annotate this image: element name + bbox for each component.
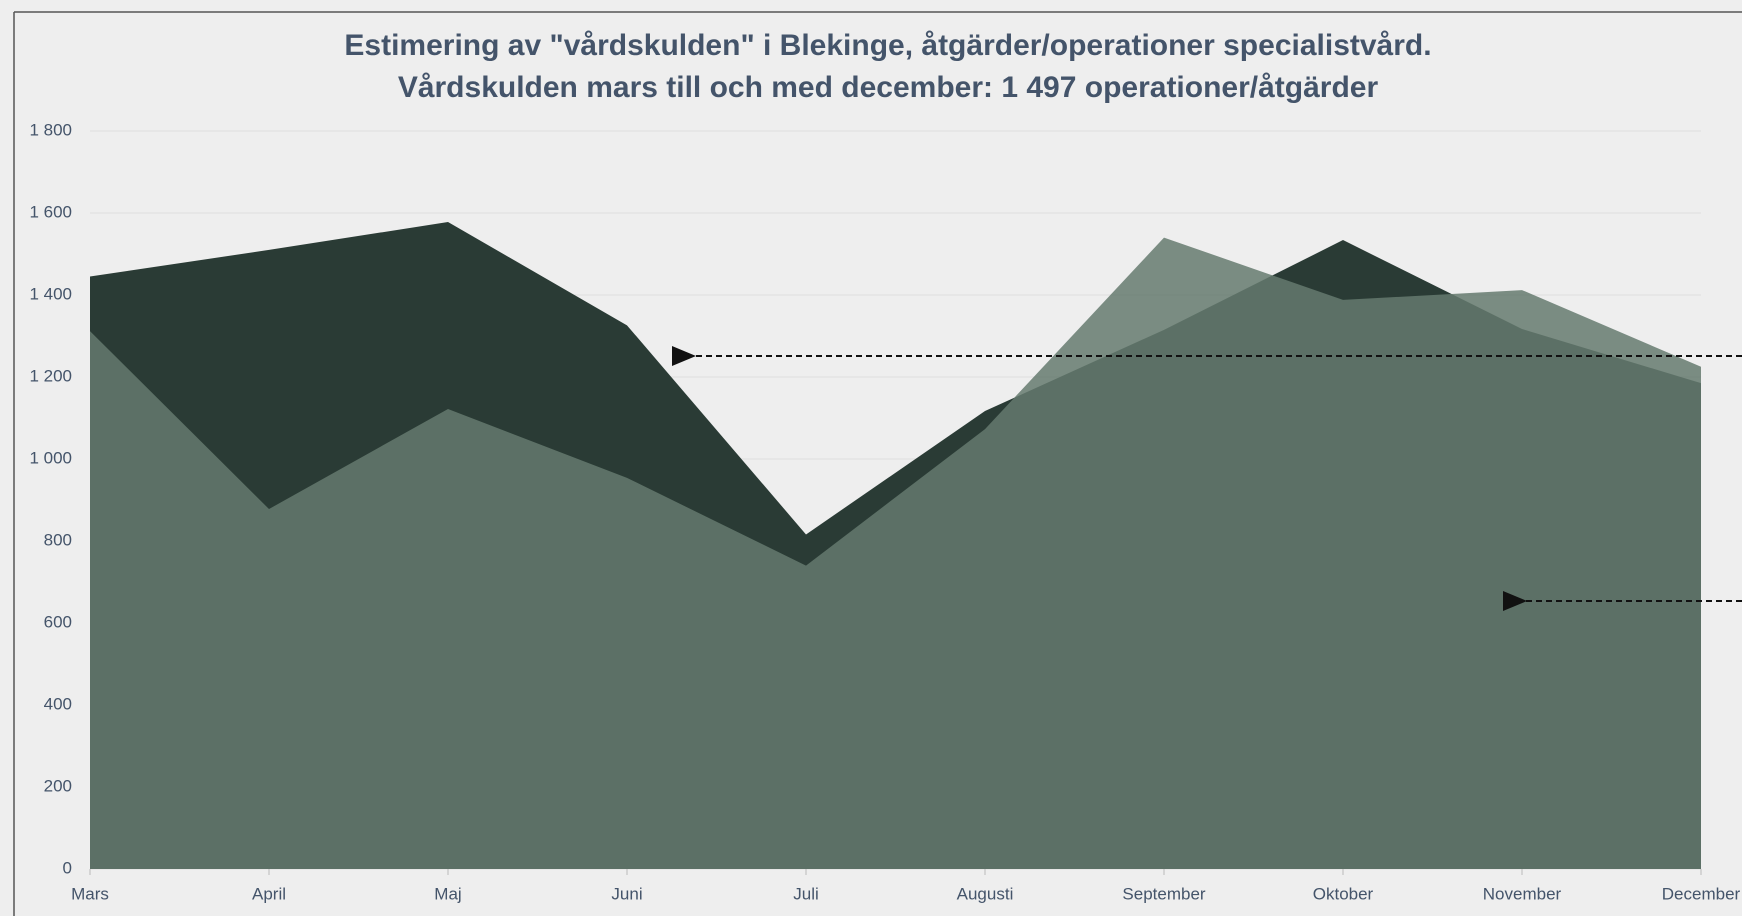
y-tick-label: 400 [44,694,72,713]
y-tick-label: 0 [63,858,72,877]
x-tick-label: April [252,884,286,903]
y-tick-label: 200 [44,776,72,795]
plot: 0 200 400 600 800 1 000 1 200 1 400 1 600 1 800 Ma… [29,120,1740,903]
x-tick-label: December [1662,884,1741,903]
x-tick-label: Augusti [957,884,1014,903]
x-tick-label: Oktober [1313,884,1374,903]
y-tick-label: 1 600 [29,202,72,221]
x-tick-label: September [1122,884,1205,903]
y-tick-label: 1 800 [29,120,72,139]
chart-title: Estimering av "vårdskulden" i Blekinge, … [344,29,1431,62]
y-tick-label: 800 [44,530,72,549]
x-tick-label: Juli [793,884,819,903]
chart-title: Vårdskulden mars till och med december: … [398,71,1379,104]
area [90,237,1701,870]
y-tick-label: 1 400 [29,284,72,303]
x-tick-label: Maj [434,884,461,903]
x-tick-label: Juni [611,884,642,903]
y-tick-label: 1 200 [29,366,72,385]
x-tick-label: Mars [71,884,109,903]
x-tick-label: November [1483,884,1562,903]
y-tick-label: 600 [44,612,72,631]
y-tick-label: 1 000 [29,448,72,467]
